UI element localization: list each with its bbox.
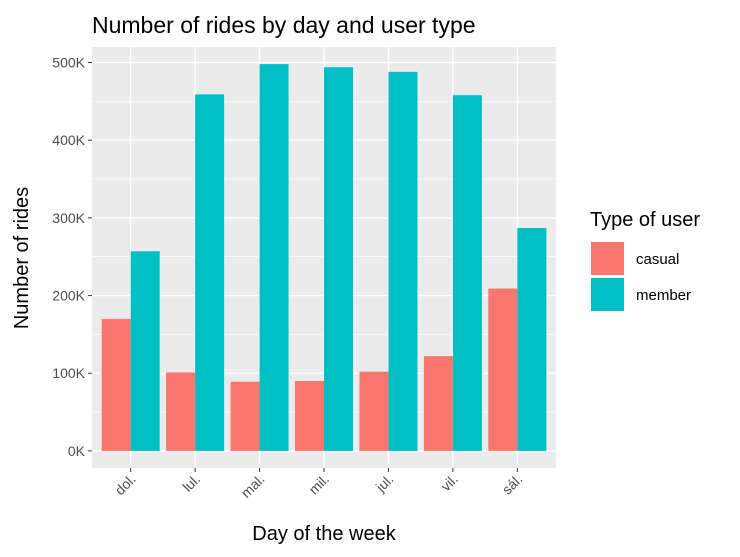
bar-casual-4 <box>359 371 389 451</box>
legend-title: Type of user <box>590 209 700 231</box>
x-axis: dol. lul. mal. mil. jul. vil. sál. <box>112 468 526 501</box>
legend-key-casual <box>591 242 624 275</box>
bar-member-3 <box>324 67 353 451</box>
bar-casual-5 <box>423 356 453 451</box>
y-tick-label: 200K <box>52 288 85 304</box>
x-tick-label: mal. <box>238 471 268 501</box>
x-tick-label: sál. <box>499 471 526 498</box>
y-tick-label: 0K <box>68 443 86 459</box>
bars <box>101 64 547 451</box>
bar-member-2 <box>259 64 289 451</box>
chart-title: Number of rides by day and user type <box>92 12 476 38</box>
bar-member-5 <box>452 95 482 451</box>
bar-member-4 <box>388 71 418 451</box>
x-tick-label: dol. <box>112 471 139 498</box>
bar-casual-0 <box>101 318 131 451</box>
bar-casual-6 <box>488 288 518 451</box>
legend: Type of user casual member <box>590 209 700 311</box>
y-axis: 0K 100K 200K 300K 400K 500K <box>52 55 92 459</box>
x-tick-label: lul. <box>179 471 203 495</box>
bar-member-0 <box>130 251 160 451</box>
legend-label-member: member <box>636 287 691 304</box>
legend-items: casual member <box>591 242 691 311</box>
x-axis-title: Day of the week <box>252 523 396 545</box>
x-tick-label: jul. <box>372 471 397 496</box>
bar-member-6 <box>517 227 547 451</box>
y-axis-title: Number of rides <box>11 187 33 329</box>
y-tick-label: 300K <box>52 210 85 226</box>
bar-casual-2 <box>230 381 260 451</box>
x-tick-label: vil. <box>438 471 461 494</box>
bar-casual-1 <box>166 372 196 451</box>
y-tick-label: 400K <box>52 132 85 148</box>
legend-key-member <box>591 278 624 311</box>
bar-casual-3 <box>295 381 324 451</box>
legend-label-casual: casual <box>636 251 679 268</box>
y-tick-label: 500K <box>52 55 85 71</box>
y-tick-label: 100K <box>52 365 85 381</box>
bar-member-1 <box>195 94 225 451</box>
x-tick-label: mil. <box>305 471 332 498</box>
